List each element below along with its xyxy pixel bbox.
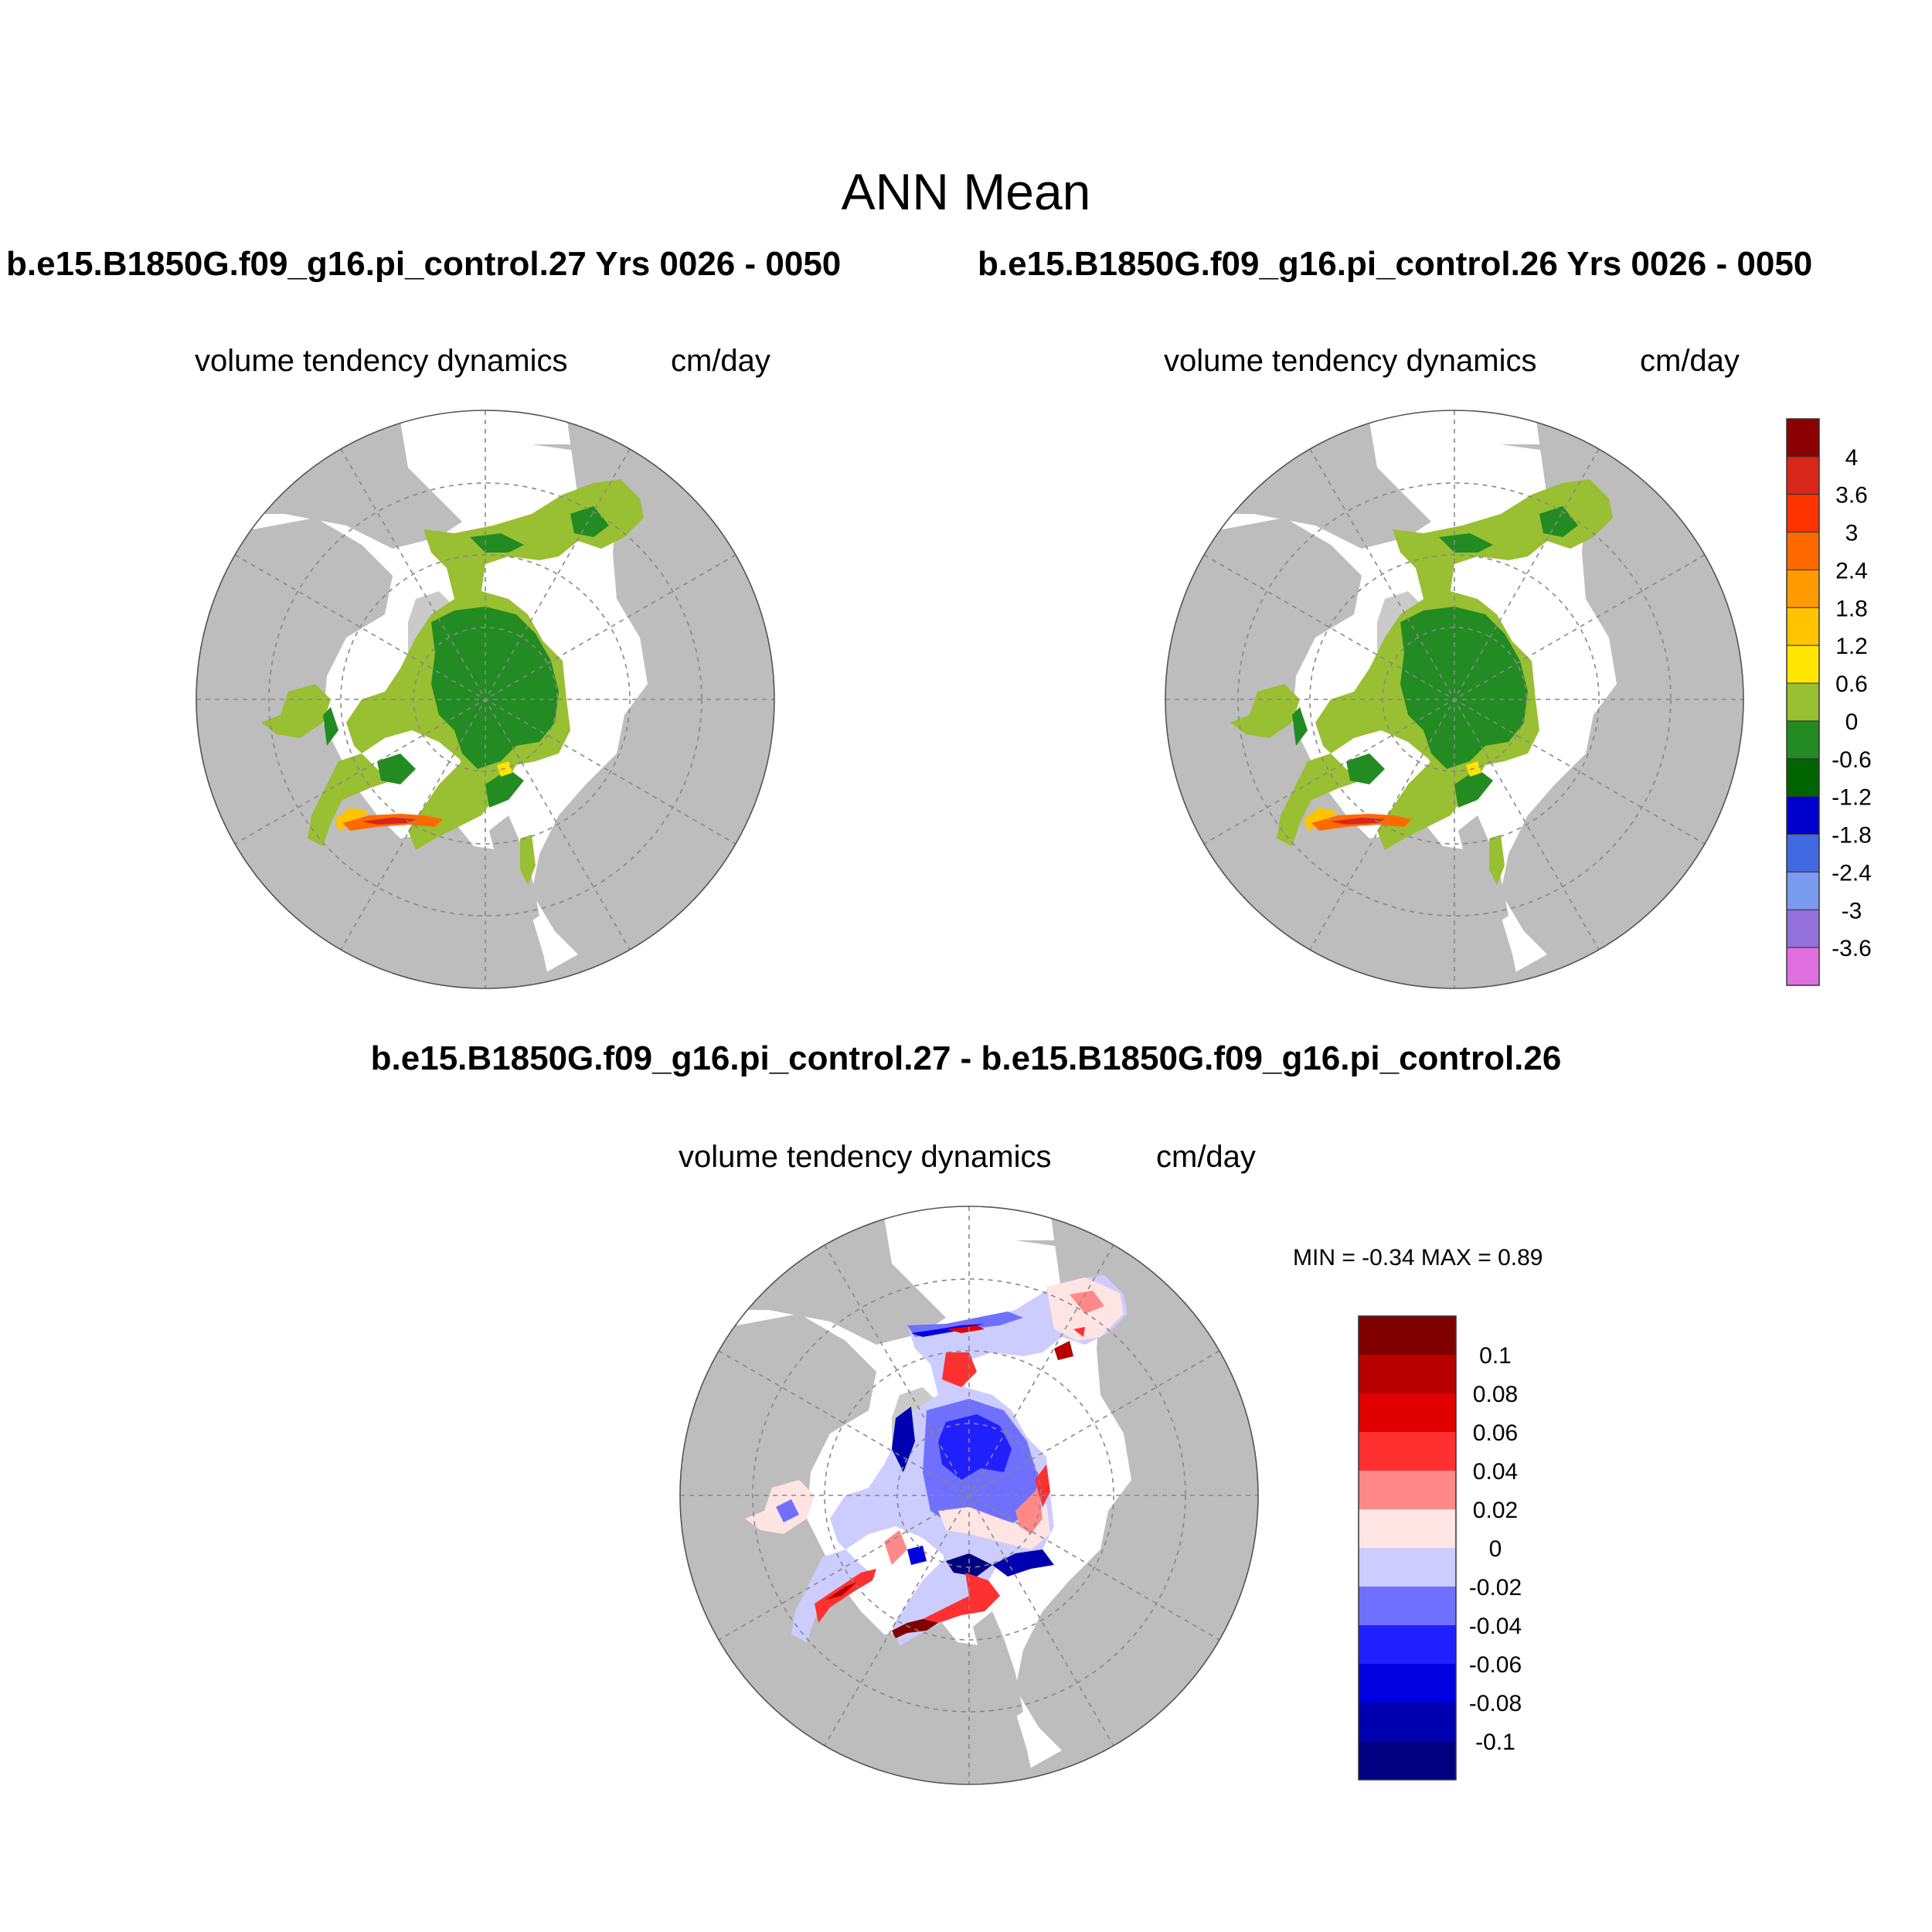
colorbar-main-swatch [1786, 418, 1820, 457]
colorbar-diff-tick-label: 0 [1489, 1536, 1502, 1562]
colorbar-main-swatch [1786, 871, 1820, 910]
colorbar-main-tick-label: 1.8 [1835, 596, 1868, 621]
colorbar-main: 4 3.6 3 2.4 1.8 1.2 0.6 0 -0.6 -1.2 -1.8 -2.4 -3 -3.6 [1786, 418, 1872, 986]
colorbar-diff-tick-label: -0.06 [1469, 1652, 1522, 1678]
colorbar-main-swatch [1786, 456, 1820, 495]
colorbar-diff-tick-label: -0.1 [1475, 1730, 1515, 1755]
colorbar-main-tick-label: -0.6 [1832, 747, 1872, 773]
colorbar-diff-tick-label: 0.02 [1473, 1498, 1518, 1523]
diff-panel-title: b.e15.B1850G.f09_g16.pi_control.27 - b.e… [370, 1039, 1562, 1077]
colorbar-diff-swatch [1359, 1702, 1456, 1741]
figure-title: ANN Mean [841, 163, 1091, 220]
colorbar-main-swatch [1786, 607, 1820, 646]
colorbar-main-frame [1786, 418, 1820, 986]
colorbar-main-tick-label: -2.4 [1832, 860, 1872, 886]
colorbar-main-tick-label: 1.2 [1835, 634, 1868, 659]
colorbar-diff-tick-label: 0.1 [1479, 1343, 1512, 1369]
colorbar-diff-tick-label: 0.04 [1473, 1459, 1518, 1485]
colorbar-diff-swatch [1359, 1471, 1456, 1509]
colorbar-main-tick-label: -1.8 [1832, 823, 1872, 849]
colorbar-main-swatch [1786, 682, 1820, 722]
map-boundary-left [196, 410, 775, 989]
map-boundary-right [1165, 410, 1744, 989]
colorbar-diff-swatch [1359, 1587, 1456, 1625]
colorbar-main-tick-label: -3.6 [1832, 936, 1872, 961]
diff-panel-units: cm/day [1156, 1140, 1256, 1174]
panel-right-units: cm/day [1640, 344, 1740, 378]
map-panel-left [196, 410, 775, 989]
colorbar-main-tick-label: -1.2 [1832, 785, 1872, 811]
colorbar-main-tick-label: 3 [1845, 521, 1859, 546]
colorbar-main-swatch [1786, 758, 1820, 798]
panel-right-run-title: b.e15.B1850G.f09_g16.pi_control.26 Yrs 0… [978, 245, 1813, 283]
colorbar-main-swatch [1786, 796, 1820, 835]
map-panel-diff [679, 1206, 1259, 1785]
colorbar-diff-tick-label: 0.06 [1473, 1420, 1518, 1446]
colorbar-main-tick-label: 0.6 [1835, 672, 1868, 697]
colorbar-main-swatch [1786, 720, 1820, 760]
colorbar-main-tick-label: 2.4 [1835, 558, 1868, 583]
colorbar-diff-tick-label: -0.02 [1469, 1575, 1522, 1600]
colorbar-diff-tick-label: -0.04 [1469, 1614, 1522, 1639]
panel-right-variable: volume tendency dynamics [1164, 344, 1537, 378]
colorbar-diff-swatch [1359, 1741, 1456, 1780]
colorbar-main-tick-label: 4 [1845, 445, 1859, 471]
colorbar-diff-tick-label: -0.08 [1469, 1691, 1522, 1716]
colorbar-main-swatch [1786, 569, 1820, 608]
colorbar-diff-swatch [1359, 1625, 1456, 1664]
colorbar-diff-swatch [1359, 1432, 1456, 1471]
colorbar-main-swatch [1786, 532, 1820, 570]
panel-left-variable: volume tendency dynamics [195, 344, 568, 378]
diff-min-max: MIN = -0.34 MAX = 0.89 [1293, 1245, 1543, 1270]
colorbar-diff: 0.1 0.08 0.06 0.04 0.02 0 -0.02 -0.04 -0.06 -0.08… [1358, 1315, 1522, 1781]
colorbar-main-swatch [1786, 909, 1820, 948]
colorbar-diff-swatch [1359, 1316, 1456, 1355]
panel-left-run-title: b.e15.B1850G.f09_g16.pi_control.27 Yrs 0… [6, 245, 842, 283]
panel-left-units: cm/day [671, 344, 770, 378]
colorbar-diff-tick-label: 0.08 [1473, 1382, 1518, 1407]
colorbar-diff-swatch [1359, 1548, 1456, 1587]
colorbar-main-swatch [1786, 834, 1820, 872]
colorbar-main-swatch [1786, 494, 1820, 533]
colorbar-main-tick-label: 3.6 [1835, 483, 1868, 509]
colorbar-diff-swatch [1359, 1393, 1456, 1432]
colorbar-main-swatch [1786, 645, 1820, 684]
map-panel-right [1165, 410, 1744, 989]
colorbar-diff-swatch [1359, 1664, 1456, 1702]
colorbar-diff-swatch [1359, 1355, 1456, 1393]
colorbar-diff-swatch [1359, 1509, 1456, 1548]
colorbar-main-tick-label: 0 [1845, 709, 1859, 735]
colorbar-main-tick-label: -3 [1842, 898, 1862, 923]
colorbar-main-swatch [1786, 947, 1820, 986]
diff-panel-variable: volume tendency dynamics [679, 1140, 1052, 1174]
map-boundary-diff [679, 1206, 1259, 1785]
colorbar-diff-frame [1358, 1315, 1457, 1781]
